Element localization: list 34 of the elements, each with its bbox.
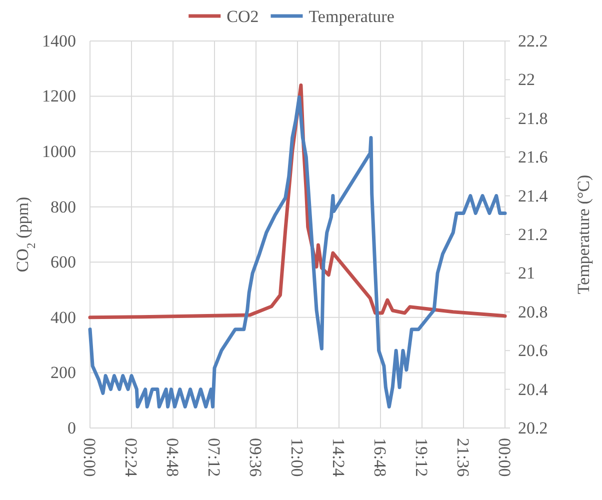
x-tick-label: 12:00: [288, 438, 307, 477]
x-tick-label: 02:24: [122, 438, 141, 478]
y-tick-label: 1400: [42, 31, 76, 50]
line-series: [88, 95, 507, 408]
x-tick-label: 00:00: [80, 438, 100, 477]
y2-tick-label: 21.8: [518, 108, 548, 128]
x-tick-label: 09:36: [246, 438, 266, 477]
y-tick-label: 1000: [42, 142, 76, 162]
y2-tick-label: 21.2: [518, 224, 548, 244]
y-tick-label: 1200: [42, 86, 76, 106]
x-tick-label: 04:48: [163, 438, 182, 477]
y2-tick-label: 20.2: [518, 418, 548, 438]
y2-tick-label: 21.4: [518, 186, 548, 206]
y-tick-label: 200: [50, 363, 76, 382]
y2-tick-label: 20.6: [518, 341, 548, 360]
x-tick-label: 00:00: [495, 438, 514, 477]
x-tick-label: 07:12: [204, 438, 224, 477]
y-tick-label: 600: [50, 252, 76, 272]
legend-label: Temperature: [308, 6, 394, 26]
y2-tick-label: 20.8: [518, 302, 548, 322]
x-tick-label: 16:48: [370, 438, 390, 477]
y2-tick-label: 20.4: [518, 380, 548, 399]
y-tick-label: 0: [68, 418, 76, 438]
y-tick-label: 400: [50, 308, 76, 327]
y2-tick-label: 22: [518, 70, 535, 90]
y2-tick-label: 21.6: [518, 148, 548, 167]
x-tick-label: 21:36: [454, 438, 473, 477]
y2-axis-title: Temperature (°C): [574, 174, 593, 294]
legend-label: CO2: [226, 6, 259, 26]
y2-tick-label: 22.2: [518, 31, 548, 50]
y-tick-label: 800: [50, 197, 76, 216]
x-tick-label: 14:24: [329, 438, 348, 478]
x-tick-label: 19:12: [412, 438, 432, 477]
y2-tick-label: 21: [518, 264, 535, 283]
